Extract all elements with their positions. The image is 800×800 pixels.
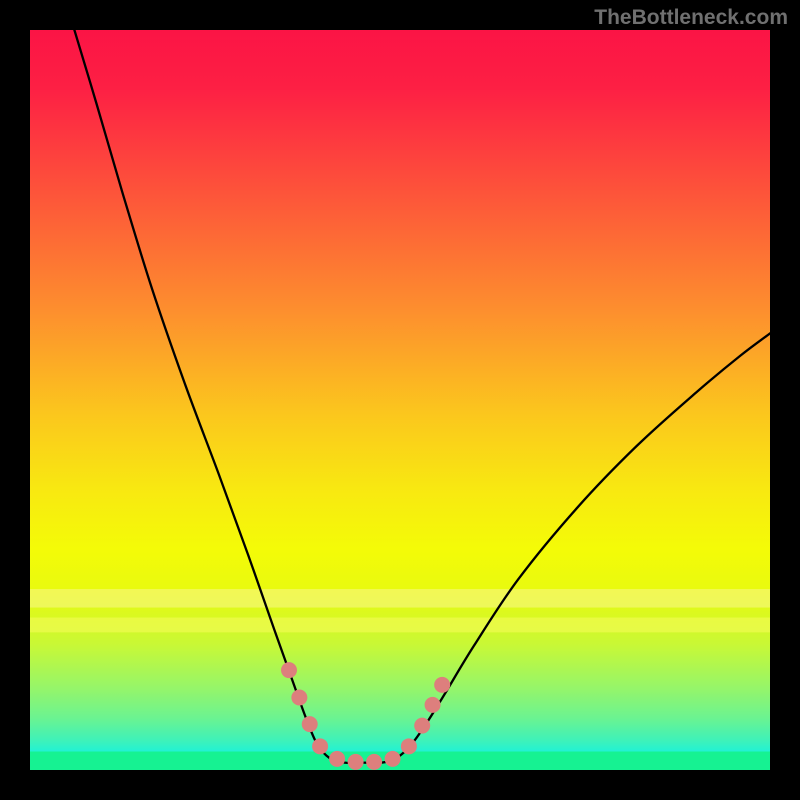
valley-marker-10 [425, 697, 441, 713]
figure-root: TheBottleneck.com [0, 0, 800, 800]
highlight-band-1 [30, 618, 770, 633]
valley-marker-1 [291, 689, 307, 705]
gradient-backdrop [30, 30, 770, 770]
valley-marker-3 [312, 738, 328, 754]
highlight-band-0 [30, 589, 770, 608]
bottleneck-curve-chart [30, 30, 770, 770]
valley-marker-6 [366, 754, 382, 770]
valley-marker-4 [329, 751, 345, 767]
valley-marker-8 [401, 738, 417, 754]
valley-marker-0 [281, 662, 297, 678]
valley-marker-11 [434, 677, 450, 693]
valley-marker-7 [385, 751, 401, 767]
valley-marker-5 [348, 754, 364, 770]
valley-marker-9 [414, 718, 430, 734]
watermark-label: TheBottleneck.com [594, 6, 788, 30]
valley-marker-2 [302, 716, 318, 732]
